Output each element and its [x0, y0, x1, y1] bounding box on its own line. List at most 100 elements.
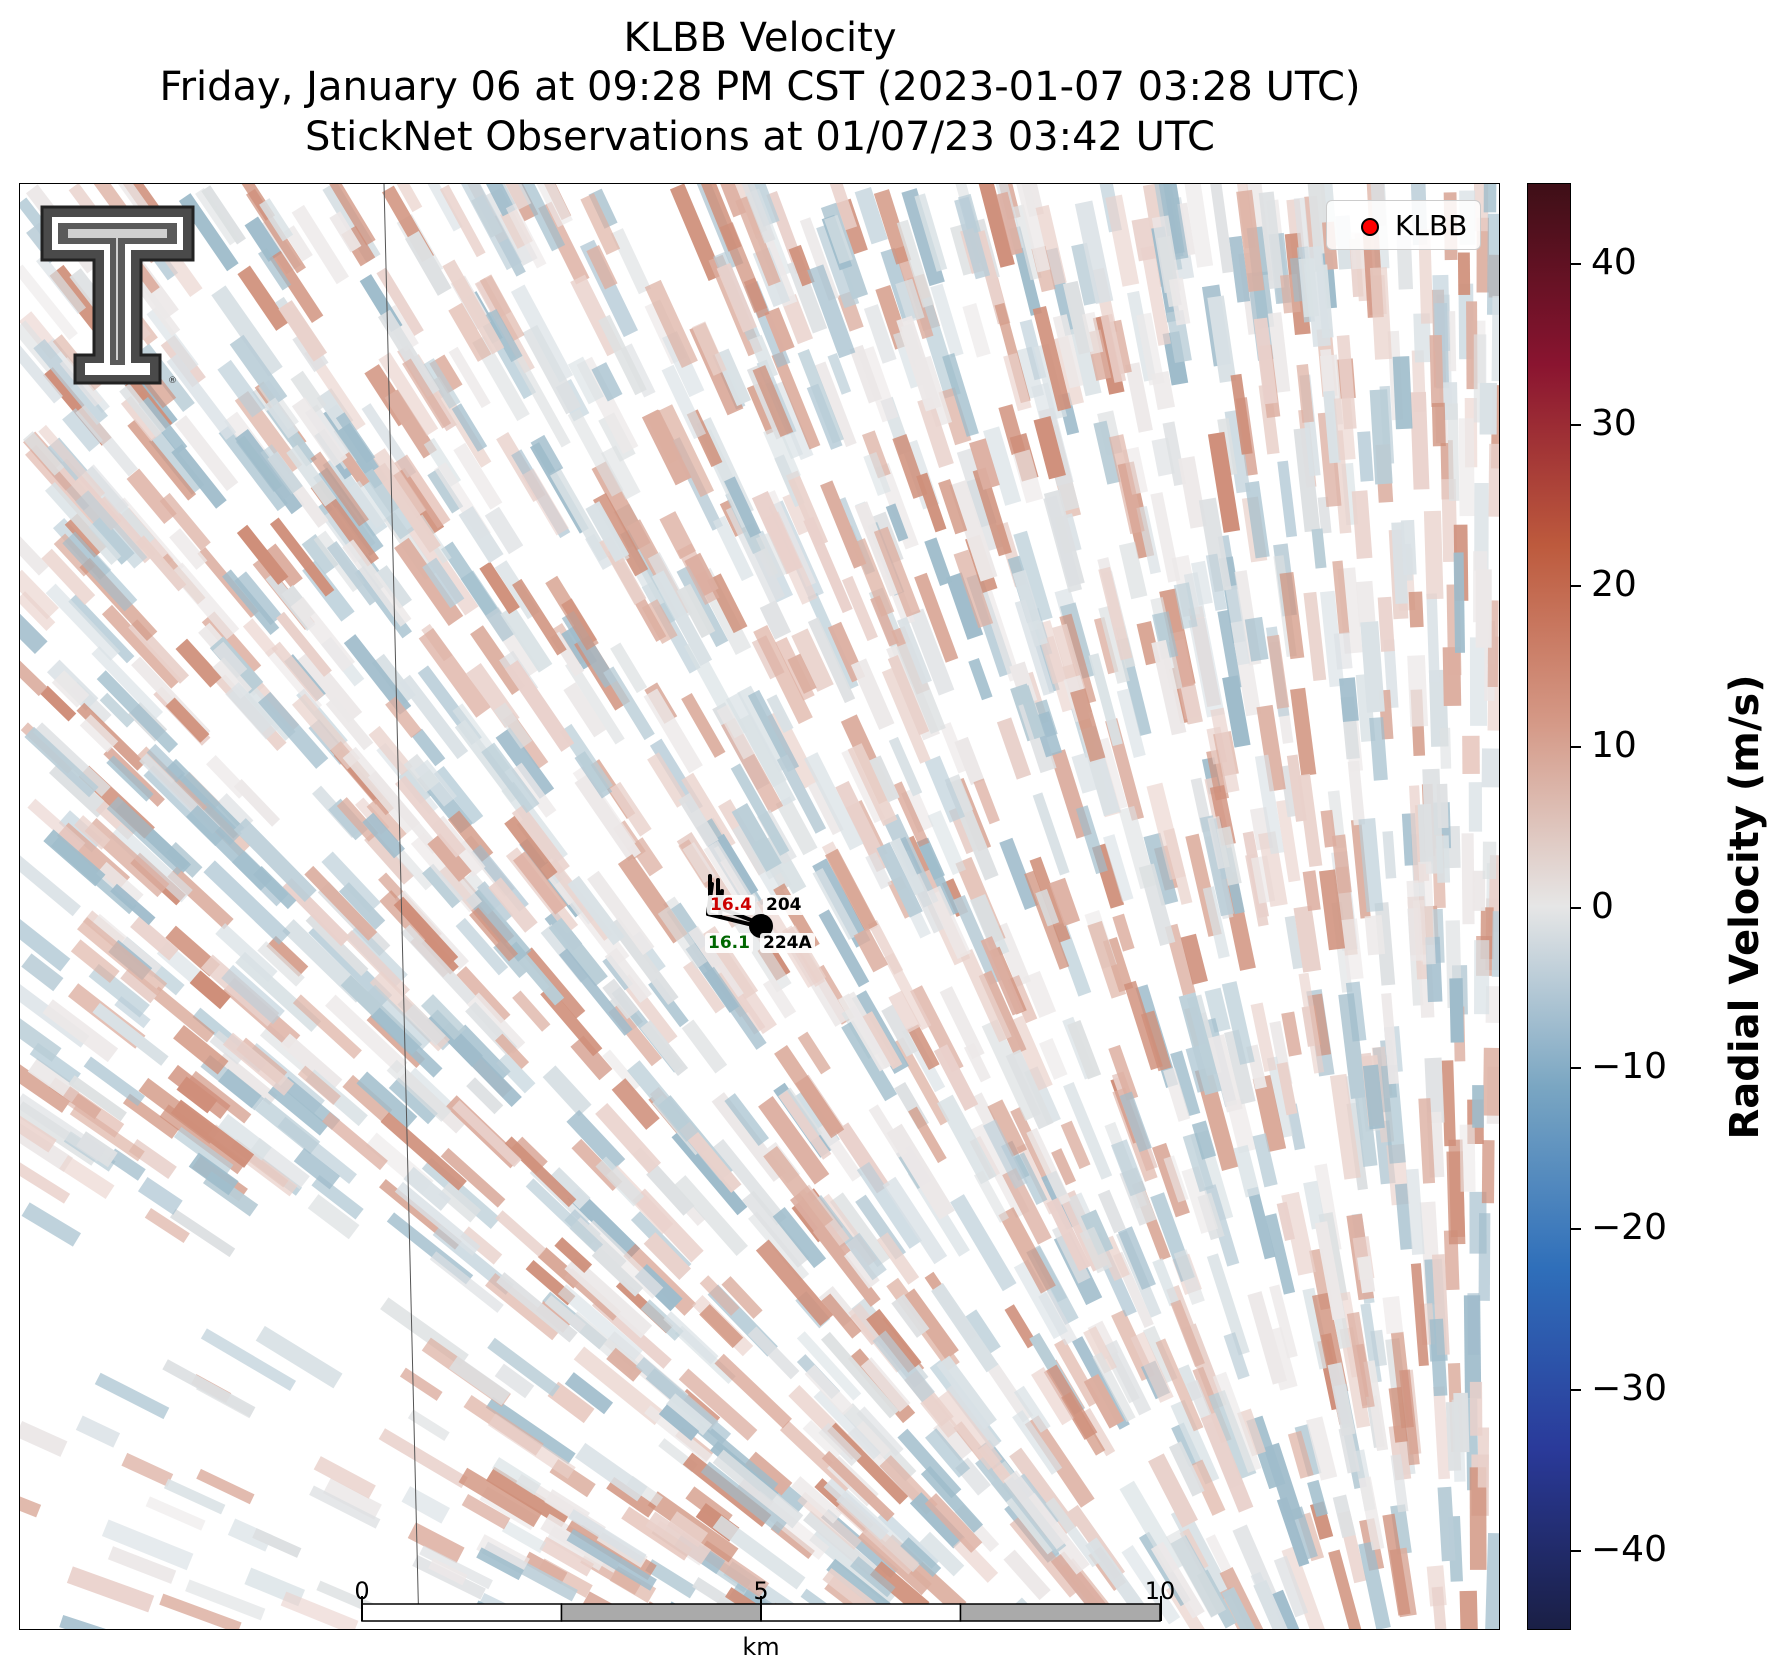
- radar-gate: [114, 996, 151, 1029]
- radar-gate: [456, 1024, 511, 1080]
- radar-gate: [1474, 940, 1490, 1015]
- scale-tick-5: 5: [753, 1577, 769, 1605]
- radar-gate: [889, 837, 925, 896]
- station-marker-icon: [749, 914, 773, 938]
- radar-gate: [1023, 970, 1057, 1019]
- radar-gate: [807, 617, 856, 704]
- radar-gate: [364, 984, 432, 1051]
- radar-gate: [585, 501, 630, 563]
- radar-gate: [1207, 431, 1241, 533]
- radar-gate: [59, 1155, 115, 1200]
- radar-gate: [755, 1239, 834, 1326]
- radar-gate: [752, 365, 794, 438]
- radar-gate: [201, 185, 246, 245]
- radar-gate: [92, 1002, 169, 1066]
- radar-gate: [342, 1074, 393, 1122]
- radar-gate: [119, 383, 166, 438]
- radar-gate: [1469, 637, 1488, 726]
- radar-gate: [458, 1467, 543, 1528]
- radar-gate: [677, 543, 720, 606]
- radar-gate: [865, 852, 892, 890]
- radar-gate: [1369, 389, 1393, 485]
- radar-gate: [786, 259, 828, 334]
- radar-gate: [329, 211, 362, 253]
- radar-gate: [42, 999, 119, 1063]
- radar-gate: [159, 1593, 242, 1629]
- radar-gate: [234, 571, 283, 626]
- radar-gate: [419, 1545, 493, 1590]
- radar-gate: [217, 1113, 272, 1161]
- radar-gate: [1118, 541, 1148, 600]
- radar-gate: [1003, 1549, 1051, 1601]
- radar-gate: [714, 348, 752, 407]
- radar-gate: [325, 696, 374, 751]
- radar-gate: [595, 1103, 661, 1174]
- radar-gate: [401, 1486, 450, 1524]
- radar-gate: [280, 1076, 341, 1130]
- radar-gate: [1049, 877, 1081, 927]
- radar-gate: [762, 833, 807, 895]
- radar-gate: [43, 829, 106, 887]
- radar-gate: [1108, 434, 1145, 535]
- radar-gate: [522, 324, 582, 415]
- radar-gate: [271, 641, 325, 702]
- radar-gate: [1287, 1430, 1314, 1479]
- radar-gate: [1293, 905, 1322, 973]
- radar-gate: [1263, 1442, 1304, 1523]
- radar-gate: [1276, 1062, 1298, 1116]
- figure-subtitle-observations: StickNet Observations at 01/07/23 03:42 …: [305, 114, 1215, 160]
- radar-gate: [521, 468, 569, 536]
- radar-gate: [1103, 834, 1134, 902]
- radar-gate: [804, 752, 864, 851]
- radar-gate: [301, 533, 339, 575]
- radar-gate: [907, 608, 955, 696]
- radar-gate: [919, 1531, 965, 1577]
- radar-gate: [512, 990, 551, 1032]
- radar-gate: [907, 1024, 940, 1070]
- radar-gate: [1369, 267, 1392, 360]
- radar-gate: [130, 915, 179, 961]
- radar-gate: [479, 561, 520, 615]
- radar-gate: [1013, 1152, 1048, 1206]
- radar-gate: [835, 780, 891, 873]
- radar-gate: [1205, 1534, 1232, 1572]
- radar-gate: [455, 917, 509, 976]
- radar-gate: [373, 462, 441, 553]
- radar-gate: [1469, 1191, 1487, 1254]
- radar-gate: [477, 881, 514, 922]
- radar-gate: [1355, 580, 1376, 627]
- radar-gate: [882, 1176, 948, 1265]
- radar-gate: [796, 1331, 862, 1401]
- radar-gate: [797, 349, 845, 444]
- radar-gate: [891, 781, 930, 848]
- radar-gate: [1062, 280, 1094, 355]
- radar-gate: [291, 397, 348, 467]
- radar-gate: [166, 354, 237, 440]
- radar-gate: [1219, 1566, 1270, 1629]
- radar-gate: [60, 1086, 125, 1138]
- radar-gate: [1418, 1098, 1436, 1184]
- radar-gate: [1281, 1191, 1316, 1276]
- radar-gate: [1286, 754, 1307, 822]
- radar-gate: [386, 1059, 452, 1122]
- radar-gate: [725, 692, 787, 788]
- radar-gate: [1399, 1369, 1420, 1466]
- radar-gate: [405, 230, 452, 296]
- radar-gate: [328, 798, 368, 841]
- radar-gate: [280, 1591, 359, 1629]
- radar-gate: [345, 924, 408, 988]
- radar-gate: [663, 1311, 719, 1365]
- radar-gate: [1405, 1168, 1425, 1255]
- radar-gate: [567, 1187, 641, 1260]
- radar-gate: [1410, 1263, 1429, 1367]
- radar-gate: [1033, 415, 1066, 480]
- radar-gate: [1017, 685, 1045, 740]
- radar-gate: [36, 254, 87, 315]
- radar-gate: [338, 882, 386, 930]
- radar-map-panel[interactable]: [19, 183, 1500, 1630]
- radar-gate: [827, 353, 852, 395]
- radar-gate: [377, 309, 440, 398]
- radar-gate: [548, 917, 608, 987]
- radar-gate: [20, 1420, 68, 1457]
- radar-gate: [75, 490, 148, 569]
